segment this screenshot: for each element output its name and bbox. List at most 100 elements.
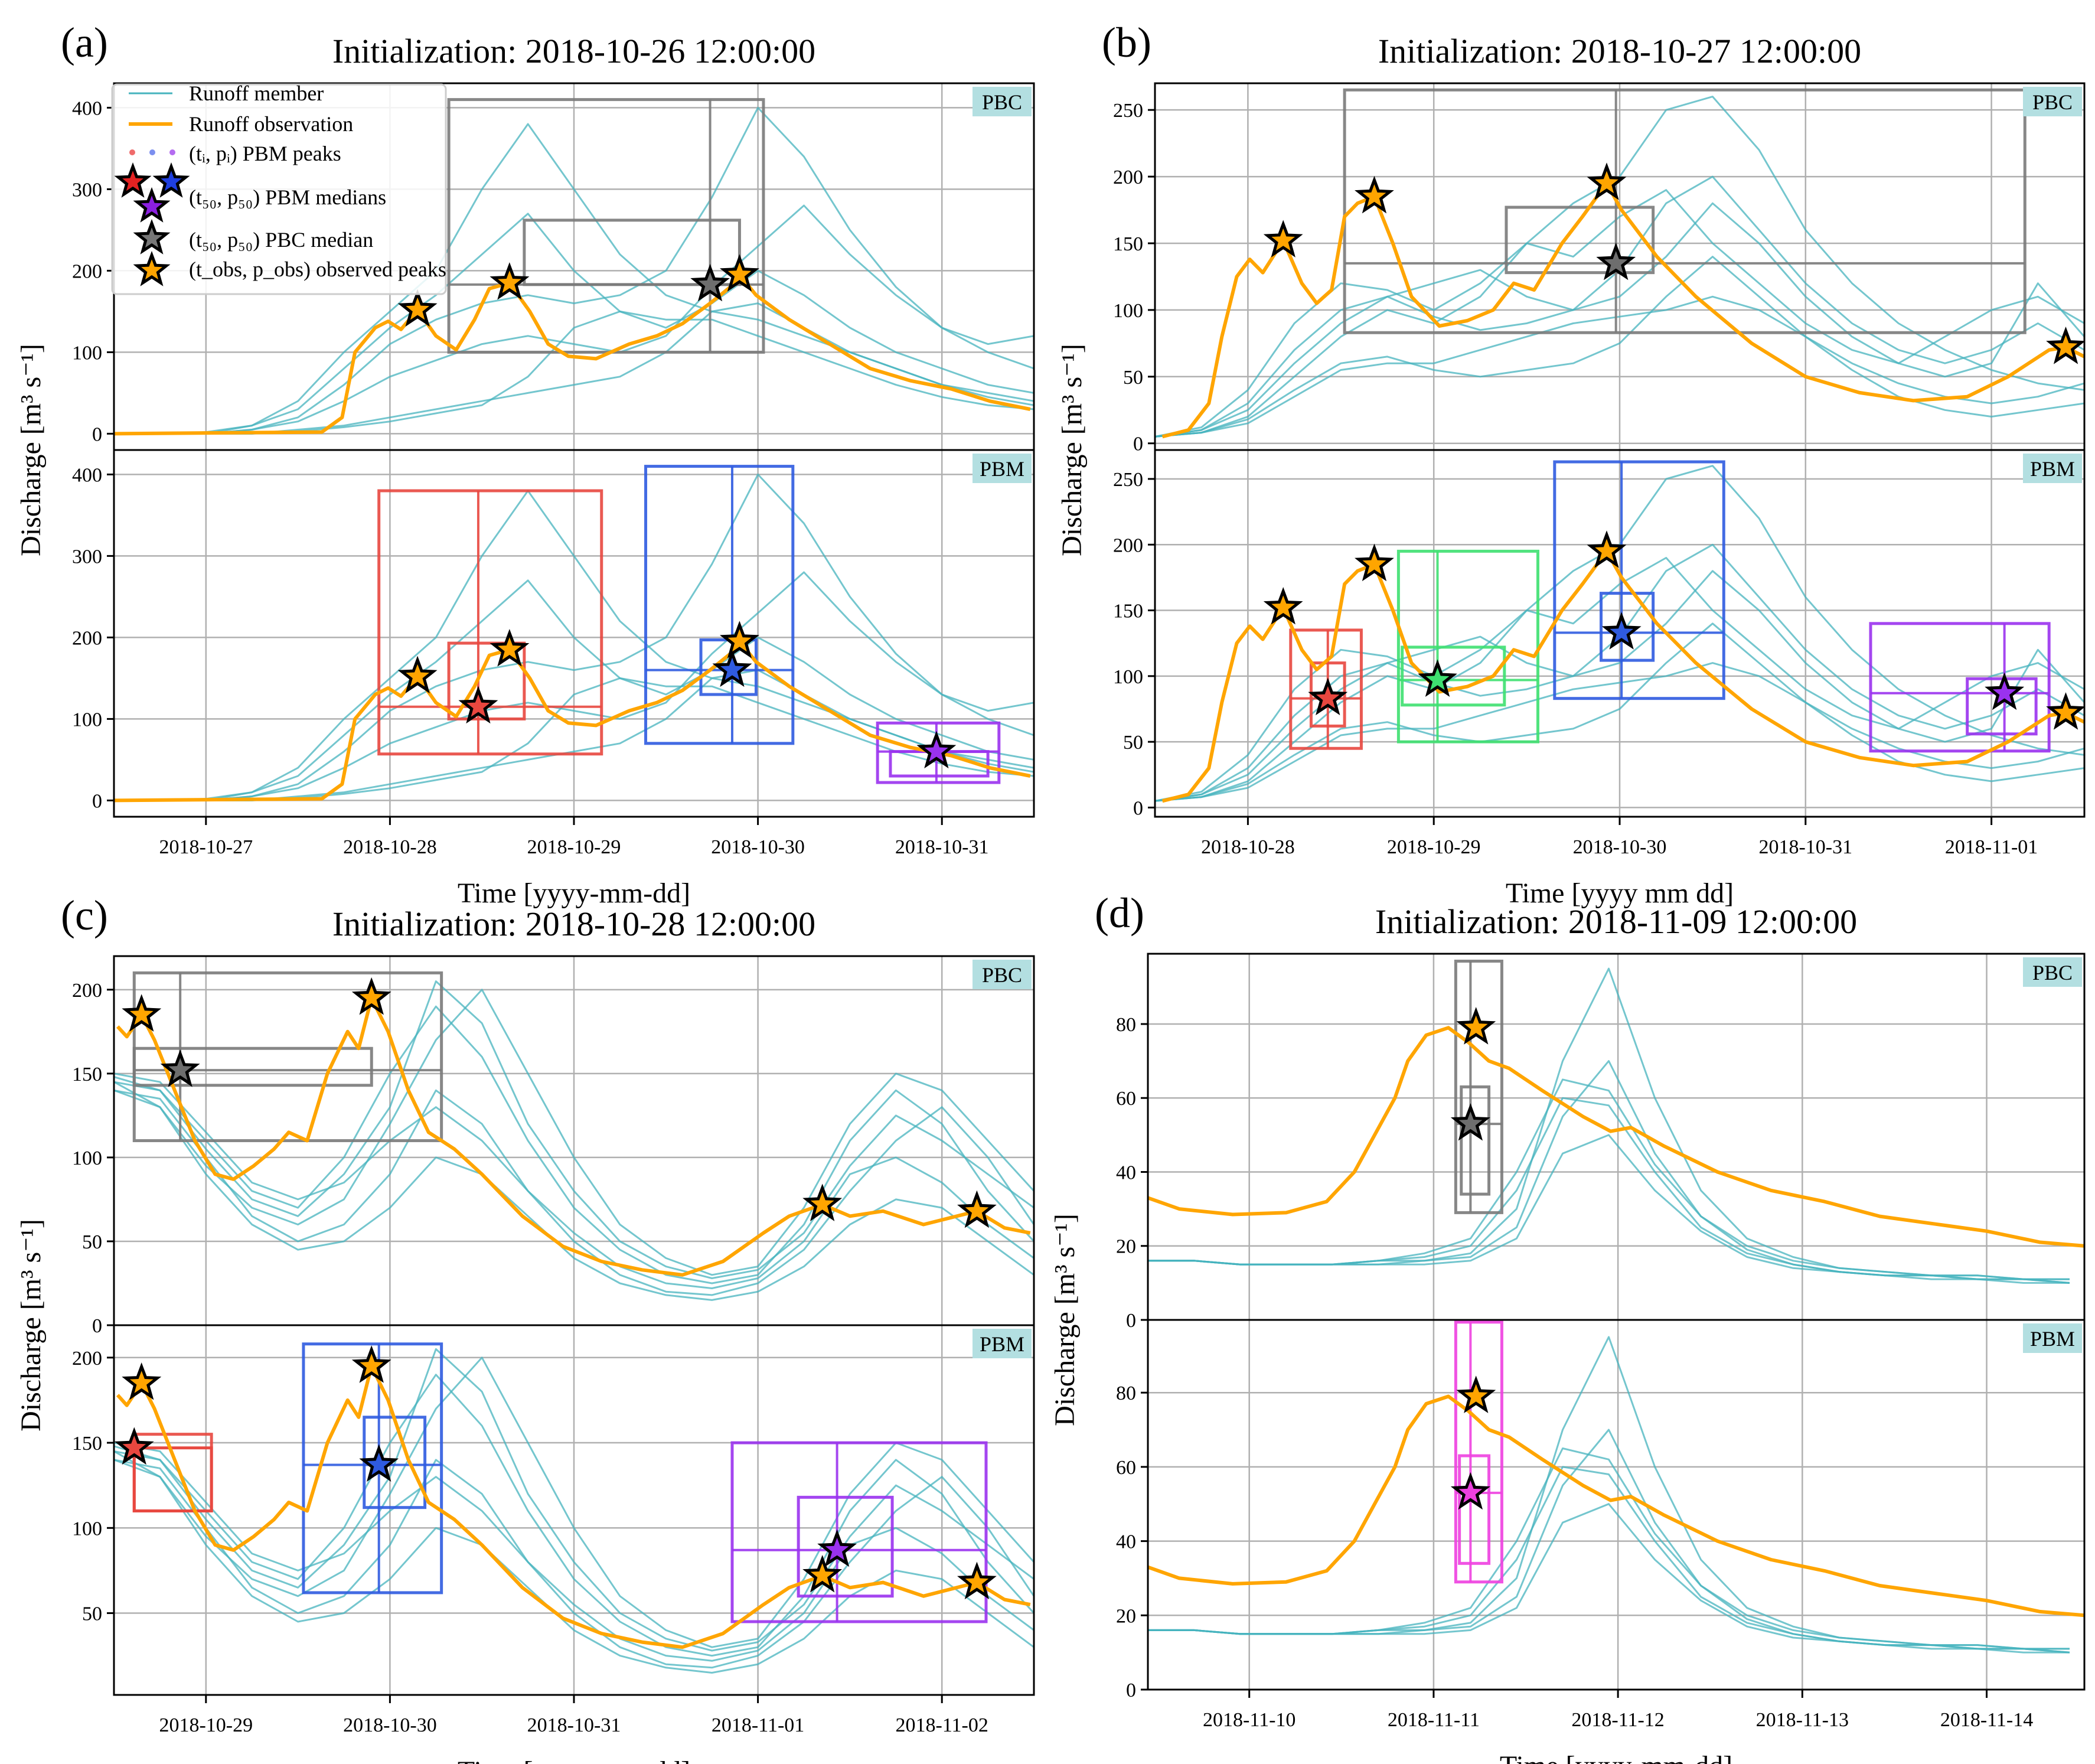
inner-box bbox=[1966, 677, 2038, 736]
plot-area bbox=[114, 465, 1034, 803]
panel-label: (a) bbox=[61, 19, 108, 66]
x-tick-label: 2018-11-14 bbox=[1940, 1709, 2033, 1731]
legend-star-purple bbox=[133, 187, 171, 223]
outer-box bbox=[876, 721, 1001, 784]
observed-peak-star bbox=[957, 1190, 997, 1228]
legend-entry: (t_obs, p_obs) observed peaks bbox=[189, 257, 446, 281]
model-tag-bg bbox=[2023, 957, 2082, 987]
model-tag: PBC bbox=[982, 90, 1022, 114]
x-tick-label: 2018-10-31 bbox=[895, 836, 989, 858]
x-tick-label: 2018-11-01 bbox=[1945, 836, 2038, 858]
runoff-member-line bbox=[114, 473, 1034, 801]
runoff-member-line bbox=[114, 1374, 1034, 1657]
model-tag: PBM bbox=[2030, 1327, 2075, 1351]
median-box bbox=[132, 971, 443, 1142]
observed-peak-star bbox=[397, 656, 438, 694]
y-tick-label: 0 bbox=[92, 790, 102, 812]
observed-peak-star bbox=[1263, 220, 1303, 257]
x-tick-label: 2018-11-12 bbox=[1571, 1709, 1664, 1731]
model-tag-bg bbox=[2023, 87, 2082, 116]
outer-box bbox=[730, 1441, 988, 1623]
runoff-observation-line bbox=[1148, 1026, 2084, 1248]
x-tick-label: 2018-11-01 bbox=[712, 1714, 804, 1736]
y-tick-label: 100 bbox=[72, 342, 102, 364]
runoff-member-line bbox=[1155, 662, 2084, 802]
subplot-pbm: 2018-11-10 2018-11-11 2018-11-12 2018-11-13… bbox=[1116, 1319, 2086, 1731]
y-tick-label: 200 bbox=[1113, 534, 1143, 556]
runoff-member-line bbox=[114, 1348, 1034, 1652]
x-axis-label: Time [yyyy mm dd] bbox=[1506, 878, 1734, 909]
model-tag-bg bbox=[973, 960, 1032, 989]
runoff-member-line bbox=[114, 204, 1034, 435]
y-tick-label: 100 bbox=[72, 1147, 102, 1169]
median-box bbox=[447, 98, 765, 354]
outer-box bbox=[1869, 622, 2051, 753]
x-tick-label: 2018-10-27 bbox=[159, 836, 253, 858]
y-tick-label: 150 bbox=[72, 1433, 102, 1455]
y-tick-label: 50 bbox=[1123, 367, 1143, 389]
y-tick-label: 60 bbox=[1116, 1457, 1136, 1479]
outer-box bbox=[1454, 960, 1503, 1214]
plot-area bbox=[114, 971, 1034, 1301]
observed-peak-star bbox=[1355, 543, 1394, 582]
inner-box bbox=[1458, 1454, 1491, 1565]
x-tick-label: 2018-10-30 bbox=[1573, 836, 1667, 858]
y-tick-label: 150 bbox=[1113, 233, 1143, 255]
median-star bbox=[1450, 1472, 1490, 1510]
model-tag: PBM bbox=[980, 1332, 1024, 1356]
median-star bbox=[1985, 672, 2025, 710]
subplot-pbm: 2018-10-29 2018-10-30 2018-10-31 2018-11-01… bbox=[72, 1324, 1035, 1736]
runoff-member-line bbox=[1148, 1447, 2070, 1650]
runoff-member-line bbox=[1155, 256, 2084, 438]
panel-label: (d) bbox=[1095, 889, 1144, 937]
observed-peak-star bbox=[1587, 530, 1627, 568]
panel-b: (b) Initialization: 2018-10-27 12:00:00 Di… bbox=[1056, 19, 2086, 909]
model-tag: PBM bbox=[2030, 457, 2075, 481]
legend-entry: (tᵢ, pᵢ) PBM peaks bbox=[189, 142, 341, 165]
runoff-member-line bbox=[114, 1072, 1034, 1289]
observed-peak-star bbox=[1587, 162, 1627, 200]
median-star bbox=[712, 649, 752, 687]
inner-box bbox=[1600, 592, 1655, 662]
median-box bbox=[1396, 549, 1539, 744]
subplot-pbc: 0 50 100 150 200 250 PBC bbox=[1113, 82, 2086, 455]
runoff-observation-line bbox=[114, 640, 1031, 803]
x-tick-label: 2018-11-10 bbox=[1203, 1709, 1295, 1731]
runoff-member-line bbox=[1148, 967, 2070, 1280]
legend-peak-dot bbox=[169, 149, 175, 155]
plot-area bbox=[1155, 460, 2084, 803]
inner-box bbox=[1460, 1085, 1491, 1196]
runoff-observation-line bbox=[114, 273, 1031, 436]
inner-box bbox=[1505, 206, 1655, 275]
legend-entry: (t₅₀, p₅₀) PBC median bbox=[189, 228, 373, 252]
runoff-member-line bbox=[114, 1089, 1034, 1301]
y-tick-label: 80 bbox=[1116, 1014, 1136, 1036]
median-star bbox=[1596, 242, 1636, 281]
median-box bbox=[1454, 1320, 1503, 1584]
median-star bbox=[1450, 1103, 1490, 1141]
observed-peak-star bbox=[957, 1561, 997, 1600]
observed-peak-star bbox=[351, 977, 391, 1015]
y-tick-label: 100 bbox=[1113, 666, 1143, 688]
inner-box bbox=[1401, 645, 1506, 707]
legend-entry: Runoff observation bbox=[189, 112, 353, 136]
median-box bbox=[1553, 460, 1725, 700]
runoff-member-line bbox=[1148, 1503, 2070, 1654]
median-star bbox=[160, 1049, 200, 1087]
legend-star-blue bbox=[152, 162, 190, 198]
y-tick-label: 200 bbox=[72, 260, 102, 282]
median-box bbox=[730, 1441, 988, 1623]
runoff-member-line bbox=[114, 1357, 1034, 1648]
x-tick-label: 2018-10-30 bbox=[343, 1714, 437, 1736]
observed-peak-star bbox=[1263, 586, 1303, 625]
median-star bbox=[1308, 677, 1348, 716]
y-axis-label: Discharge [m³ s⁻¹] bbox=[1056, 344, 1088, 556]
runoff-member-line bbox=[1155, 202, 2084, 438]
plot-area bbox=[114, 1342, 1034, 1674]
subplot-pbc: 0 50 100 150 200 PBC bbox=[72, 955, 1035, 1337]
model-tag: PBC bbox=[982, 963, 1022, 987]
runoff-member-line bbox=[1148, 1466, 2070, 1654]
runoff-member-line bbox=[114, 980, 1034, 1279]
median-star bbox=[1601, 612, 1642, 650]
panel-title: Initialization: 2018-10-26 12:00:00 bbox=[332, 32, 815, 70]
